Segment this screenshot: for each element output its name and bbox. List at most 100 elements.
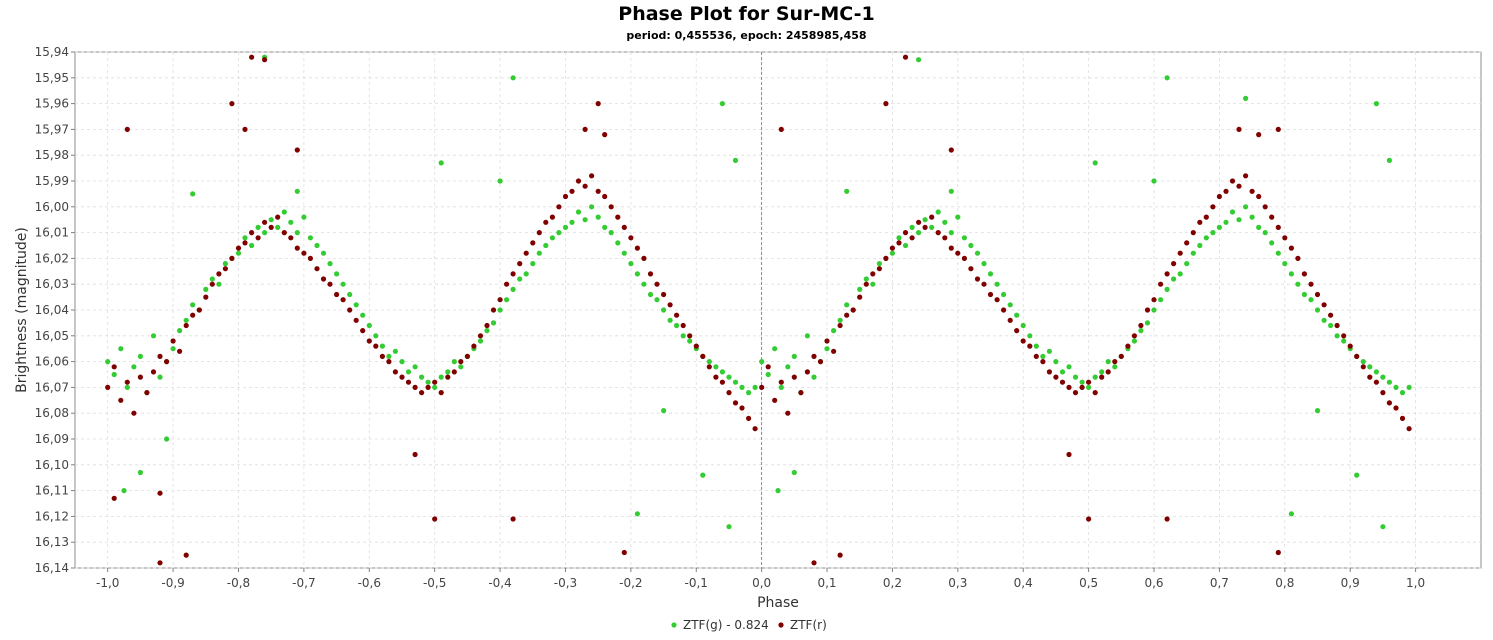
data-point [164, 436, 170, 442]
y-axis-label: Brightness (magnitude) [14, 227, 30, 393]
data-point [111, 364, 117, 370]
data-point [726, 374, 732, 380]
x-tick-label: -0,4 [488, 576, 511, 590]
data-point [700, 472, 706, 478]
data-point [1210, 230, 1216, 236]
data-point [157, 353, 163, 359]
grid-lines [75, 51, 1481, 569]
data-point [1092, 374, 1098, 380]
data-point [307, 255, 313, 261]
data-point [320, 276, 327, 282]
data-point [294, 147, 300, 153]
data-point [471, 343, 477, 349]
data-point [190, 312, 196, 318]
data-point [425, 379, 431, 385]
data-point [680, 322, 686, 329]
x-tick-label: 0,7 [1210, 576, 1229, 590]
data-point [615, 240, 621, 246]
data-point [785, 364, 791, 370]
y-tick-label: 16,01 [35, 226, 69, 240]
data-point [1197, 219, 1203, 225]
data-point [876, 266, 883, 272]
data-point [1341, 338, 1347, 344]
data-point [1367, 374, 1373, 380]
data-point [942, 235, 948, 241]
data-point [177, 348, 183, 354]
data-point [719, 379, 726, 385]
data-point [647, 291, 654, 298]
data-point [1321, 302, 1327, 308]
data-point [1399, 415, 1406, 421]
data-point [170, 346, 176, 352]
data-point [1020, 322, 1026, 329]
data-point [216, 281, 222, 287]
data-point [203, 294, 209, 300]
data-point [111, 371, 117, 378]
data-point [1125, 343, 1131, 349]
data-point [523, 271, 529, 277]
x-tick-label: -0,5 [423, 576, 446, 590]
data-point [1399, 390, 1406, 396]
data-point [608, 204, 614, 210]
data-point [1007, 317, 1013, 323]
data-point [1059, 369, 1066, 375]
data-point [1027, 333, 1033, 339]
data-point [883, 101, 889, 107]
data-point [307, 235, 313, 241]
data-point [641, 255, 647, 261]
data-point [419, 374, 425, 380]
data-point [778, 384, 784, 390]
data-point [1354, 353, 1360, 359]
data-point [575, 209, 582, 215]
y-axis: 15,94 15,95 15,96 15,97 15,98 15,99 16,00 16,01… [35, 45, 75, 575]
data-point [216, 271, 222, 277]
data-point [1046, 369, 1052, 375]
data-point [732, 379, 739, 385]
data-point [1380, 390, 1386, 396]
x-tick-label: 0,9 [1341, 576, 1360, 590]
data-point [621, 224, 627, 230]
data-point [1112, 364, 1118, 370]
data-point [602, 193, 608, 200]
data-point [379, 353, 385, 359]
data-point [1158, 297, 1164, 303]
data-point [432, 384, 438, 390]
data-point [334, 291, 340, 298]
data-point [752, 426, 758, 432]
data-point [1275, 126, 1281, 132]
data-point [490, 307, 497, 313]
data-point [373, 333, 379, 339]
data-point [399, 359, 405, 365]
data-point [831, 348, 837, 354]
data-point [615, 214, 621, 220]
data-point [765, 371, 771, 378]
data-point [1380, 524, 1386, 530]
data-point [726, 524, 732, 530]
data-point [922, 217, 928, 223]
data-point [386, 353, 392, 359]
data-point [1138, 328, 1144, 334]
data-point [530, 240, 536, 246]
data-point [732, 157, 739, 163]
data-point [294, 245, 300, 251]
data-point [1223, 219, 1229, 225]
data-point [824, 346, 830, 352]
data-point [1138, 322, 1144, 329]
data-point [719, 101, 726, 107]
data-point [850, 307, 856, 313]
data-point [190, 191, 196, 197]
data-point [1334, 322, 1340, 329]
data-point [1099, 374, 1105, 380]
data-point [1295, 255, 1301, 261]
data-point [916, 230, 922, 236]
data-point [922, 224, 928, 230]
data-point [1059, 379, 1066, 385]
data-point [804, 333, 811, 339]
data-point [775, 488, 781, 494]
data-point [1223, 188, 1229, 194]
data-point [294, 230, 300, 236]
y-tick-label: 16,09 [35, 432, 69, 446]
data-point [811, 374, 817, 380]
data-point [543, 242, 549, 249]
data-point [844, 302, 850, 308]
